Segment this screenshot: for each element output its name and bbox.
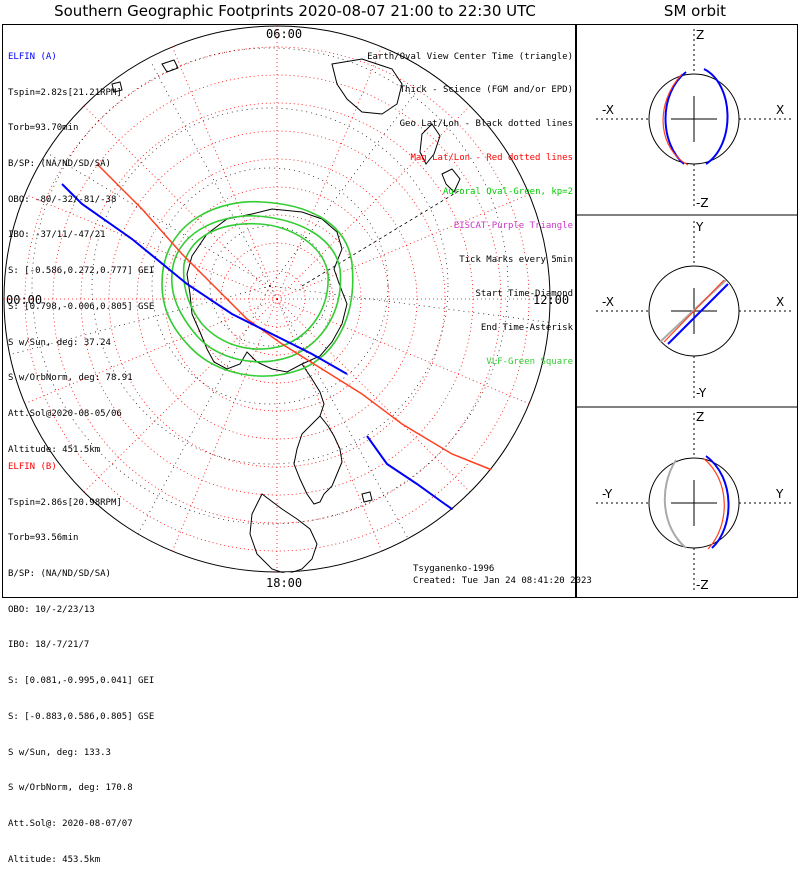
clock-label-top: 06:00 [266, 27, 303, 41]
elfin-a-line: S: [0.798,-0.006,0.805] GSE [8, 301, 155, 312]
legend-item: Thick - Science (FGM and/or EPD) [399, 85, 573, 96]
elfin-b-line: IBO: 18/-7/21/7 [8, 640, 90, 651]
elfin-b-line: S w/OrbNorm, deg: 170.8 [8, 783, 133, 794]
elfin-b-name: ELFIN (B) [8, 461, 57, 472]
sm-p2-left: -X [602, 295, 614, 309]
sm-p2-right: X [776, 295, 785, 309]
elfin-b-track [96, 163, 515, 473]
australia-coast [331, 58, 403, 115]
sm-orbit-title: SM orbit [663, 2, 727, 20]
nz-south [441, 168, 461, 193]
polar-footprint-map [3, 25, 551, 573]
sm-orbit-panels [576, 29, 798, 593]
islands-2 [161, 59, 179, 73]
legend-item: Earth/Oval View Center Time (triangle) [367, 51, 573, 62]
new-zealand-coast [419, 123, 441, 165]
elfin-b-line: Tspin=2.86s[20.98RPM] [8, 497, 122, 508]
sm-p1-right: X [776, 103, 785, 117]
sm-panels-frame [576, 24, 798, 598]
falklands [361, 491, 373, 503]
map-legend: Earth/Oval View Center Time (triangle) T… [367, 29, 573, 379]
elfin-a-line: Att.Sol@2020-08-05/06 [8, 409, 122, 419]
elfin-a-line: S w/Sun, deg: 37.24 [8, 337, 111, 348]
elfin-a-line: S: [-0.586,0.272,0.777] GEI [8, 266, 155, 277]
clock-label-right: 12:00 [533, 293, 570, 307]
view-direction-line [301, 188, 463, 287]
elfin-a-line: IBO: -37/11/-47/21 [8, 230, 106, 241]
sm-p3-left: -Y [602, 487, 613, 501]
islands [111, 81, 123, 93]
sm-p3-right: Y [776, 487, 784, 501]
sm-p2-top: Y [696, 220, 704, 234]
legend-item: Start Time-Diamond [475, 288, 573, 299]
elfin-a-line: Altitude: 451.5km [8, 444, 101, 455]
elfin-b-line: Torb=93.56min [8, 533, 79, 544]
legend-item: Auroral Oval-Green, kp=2 [442, 187, 573, 198]
elfin-b-line: Altitude: 453.5km [8, 854, 101, 865]
south-america-coast [293, 415, 343, 505]
mag-grid [3, 25, 551, 573]
sm-p1-bottom: -Z [696, 196, 709, 210]
sm-p1-top: Z [696, 28, 705, 42]
geo-grid [11, 47, 551, 565]
elfin-a-line: Torb=93.70min [8, 123, 79, 134]
elfin-a-line: OBO: -80/-32/-81/-38 [8, 194, 117, 205]
sm-panel-xy [596, 221, 791, 401]
elfin-b-line: OBO: 10/-2/23/13 [8, 604, 95, 615]
sm-p3-bottom: -Z [696, 578, 709, 592]
legend-item: Tick Marks every 5min [459, 254, 573, 265]
sm-panel-yz [596, 413, 791, 593]
legend-item: Geo Lat/Lon - Black dotted lines [399, 119, 573, 130]
elfin-a-line: B/SP: (NA/ND/SD/SA) [8, 158, 111, 169]
elfin-a-track [61, 183, 348, 375]
chart-title: Southern Geographic Footprints 2020-08-0… [54, 2, 536, 20]
clock-label-left: 00:00 [6, 293, 43, 307]
created-label: Created: Tue Jan 24 08:41:20 2023 [413, 576, 592, 586]
antarctic-peninsula [301, 363, 325, 417]
elfin-b-line: S w/Sun, deg: 133.3 [8, 747, 111, 758]
legend-item: VLF-Green Square [486, 356, 573, 367]
elfin-b-line: S: [0.081,-0.995,0.041] GEI [8, 676, 155, 687]
elfin-b-line: Att.Sol@: 2020-08-07/07 [8, 819, 133, 829]
elfin-a-line: Tspin=2.82s[21.21RPM] [8, 87, 122, 98]
clock-label-bottom: 18:00 [266, 576, 303, 590]
legend-item: End Time-Asterisk [480, 322, 573, 333]
elfin-b-line: S: [-0.883,0.586,0.805] GSE [8, 711, 155, 722]
elfin-b-info: ELFIN (B) Tspin=2.86s[20.98RPM] Torb=93.… [8, 438, 154, 879]
sm-p1-left: -X [602, 103, 614, 117]
sm-p2-bottom: -Y [696, 386, 707, 400]
sm-panel-xz [596, 29, 791, 209]
model-label: Tsyganenko-1996 [413, 564, 495, 574]
elfin-a-info: ELFIN (A) Tspin=2.82s[21.21RPM] Torb=93.… [8, 28, 154, 469]
south-america-north [249, 493, 318, 573]
elfin-a-line: S w/OrbNorm, deg: 78.91 [8, 373, 133, 384]
map-frame [2, 24, 576, 598]
legend-item: Mag Lat/Lon - Red dotted lines [410, 153, 573, 164]
auroral-oval [161, 200, 354, 377]
legend-item: EISCAT-Purple Triangle [453, 221, 573, 232]
elfin-a-name: ELFIN (A) [8, 51, 57, 62]
elfin-a-track-2 [366, 435, 463, 517]
sm-p3-top: Z [696, 410, 705, 424]
coastlines [21, 58, 461, 573]
elfin-b-line: B/SP: (NA/ND/SD/SA) [8, 568, 111, 579]
